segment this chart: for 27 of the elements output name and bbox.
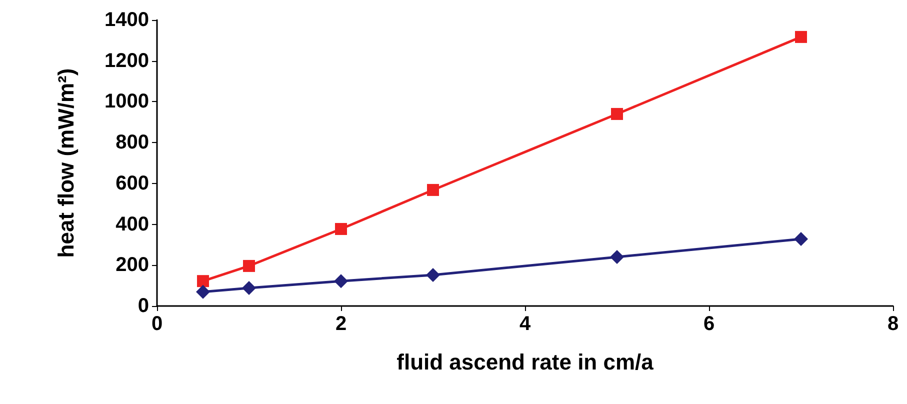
y-tick-label: 1000 <box>104 90 149 113</box>
y-tick-label: 0 <box>138 295 149 317</box>
y-tick-label: 400 <box>116 213 149 236</box>
point <box>611 108 623 120</box>
point <box>196 284 210 299</box>
point <box>795 30 807 43</box>
x-tick-label: 8 <box>887 313 899 335</box>
x-tick-label: 6 <box>703 313 715 335</box>
point <box>426 268 440 282</box>
point <box>427 184 439 196</box>
y-tick-label: 1200 <box>104 50 149 72</box>
x-axis-title: fluid ascend rate in cm/a <box>396 350 654 374</box>
point <box>334 274 348 288</box>
x-tick-label: 4 <box>519 313 532 335</box>
y-tick-label: 1400 <box>104 9 149 31</box>
point <box>242 281 256 296</box>
y-tick-label: 600 <box>116 172 149 194</box>
point <box>243 260 255 272</box>
y-tick-label: 800 <box>116 132 149 154</box>
x-tick-label: 0 <box>151 313 163 335</box>
point <box>335 222 347 235</box>
y-tick-label: 200 <box>116 254 149 276</box>
y-axis-title: heat flow (mW/m²) <box>54 68 78 258</box>
point <box>610 250 624 264</box>
x-tick-label: 2 <box>335 313 347 335</box>
point <box>794 232 808 246</box>
point <box>197 275 209 288</box>
